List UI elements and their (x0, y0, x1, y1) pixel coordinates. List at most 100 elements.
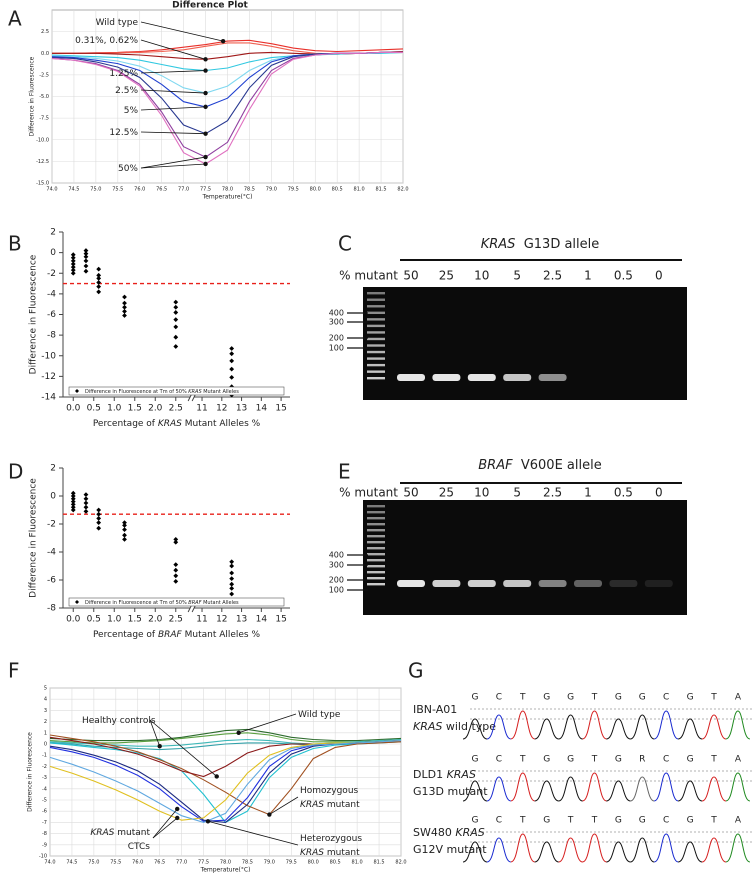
data-point (96, 516, 102, 521)
text-run: IBN-A01 (413, 703, 457, 716)
data-point (70, 267, 76, 273)
text-run: 12.5% (109, 128, 138, 138)
trace-peak (582, 772, 607, 802)
annotation-point (236, 730, 241, 735)
x-tick-label: 79.0 (264, 860, 275, 866)
panel-label: G (408, 659, 424, 683)
annotation-arrow (207, 820, 299, 846)
lane-label: 0.5 (614, 269, 633, 283)
text-run: KRAS (300, 848, 324, 858)
x-tick-label: 74.5 (66, 860, 77, 866)
row-label: % mutant (339, 269, 398, 283)
y-axis-title: Difference in Fluorescence (29, 478, 39, 598)
x-tick-label: 79.5 (288, 187, 299, 193)
text-run: KRAS (455, 826, 484, 839)
data-point (122, 520, 127, 525)
y-tick-label: 3 (44, 708, 47, 714)
trace-peak (558, 714, 583, 740)
data-point (173, 344, 179, 349)
data-point (122, 300, 127, 306)
data-point (83, 492, 89, 497)
trace-peak (534, 718, 559, 740)
trace-peak (462, 718, 488, 740)
ladder-band (367, 292, 385, 295)
data-point (96, 520, 102, 525)
base-call: T (591, 755, 598, 765)
lane-label: 2.5 (543, 486, 562, 500)
x-tick-label: 76.0 (132, 860, 143, 866)
base-call: C (496, 693, 502, 703)
text-run: KRAS (300, 800, 324, 810)
base-call: G (472, 755, 479, 765)
ladder-band (367, 377, 385, 380)
base-call: G (639, 693, 646, 703)
data-line (49, 740, 402, 821)
text-run: 0.31%, 0.62% (75, 36, 138, 46)
data-point (122, 527, 127, 532)
gel-band (397, 580, 425, 587)
lane-label: 1 (584, 486, 592, 500)
ladder-band (367, 324, 385, 328)
y-tick-label: -6 (47, 576, 56, 586)
ladder-band (367, 529, 385, 532)
y-axis-title: Difference in Fluorescence (27, 732, 34, 812)
y-tick-label: -9 (42, 842, 47, 848)
legend-label: Difference in Fluorescence at Tm of 50% … (85, 600, 239, 606)
text-run: Wild type (298, 710, 341, 720)
x-tick-label: 82.0 (395, 860, 406, 866)
ladder-band (367, 547, 385, 550)
base-call: T (567, 816, 574, 826)
annotation-text: 5% (124, 106, 139, 116)
x-tick-label: 11 (196, 615, 207, 625)
base-call: G (472, 816, 479, 826)
y-tick-label: -10 (39, 854, 47, 860)
text-run: KRAS (158, 419, 182, 429)
text-run: G13D allele (515, 237, 599, 252)
data-point (70, 264, 76, 270)
trace-peak (582, 710, 607, 740)
data-point (173, 299, 179, 305)
sample-label: G13D mutant (413, 785, 488, 798)
lane-label: 50 (403, 269, 418, 283)
text-run: SW480 (413, 826, 455, 839)
x-tick-label: 15 (275, 404, 286, 414)
annotation-arrow (140, 106, 206, 111)
row-label: % mutant (339, 486, 398, 500)
ladder-band (367, 559, 385, 562)
x-tick-label: 12 (216, 615, 227, 625)
annotation-text: KRAS mutant (90, 828, 150, 838)
data-point (83, 504, 89, 510)
x-tick-label: 1.0 (107, 615, 122, 625)
x-tick-label: 82.0 (397, 187, 408, 193)
ladder-band (367, 370, 385, 373)
data-point (96, 507, 102, 513)
sample-label: SW480 KRAS (413, 826, 485, 839)
text-run: DLD1 (413, 768, 447, 781)
annotation-point (157, 744, 162, 749)
trace-peak (462, 780, 488, 802)
data-point (83, 251, 89, 257)
trace-peak (582, 833, 607, 863)
x-tick-label: 0.5 (87, 615, 101, 625)
legend-marker (75, 389, 79, 393)
data-line (49, 734, 402, 816)
annotation-point (203, 104, 208, 110)
y-tick-label: -4 (47, 289, 56, 299)
text-run: Mutant Alleles % (182, 419, 261, 429)
y-tick-label: -8 (47, 604, 56, 614)
ladder-label: 400 (329, 551, 344, 560)
text-run: mutant (324, 800, 360, 810)
annotation-point (175, 815, 180, 821)
y-tick-label: -6 (42, 809, 47, 815)
x-tick-label: 78.0 (220, 860, 231, 866)
ladder-band (367, 583, 385, 586)
x-tick-label: 14 (256, 404, 268, 414)
data-point (229, 358, 235, 364)
annotation-arrow (140, 21, 224, 42)
x-tick-label: 1.5 (128, 404, 142, 414)
base-call: T (519, 816, 526, 826)
annotation-text: 1.25% (109, 69, 138, 79)
trace-peak (486, 776, 512, 802)
ladder-band (367, 535, 385, 538)
text-run: G12V mutant (413, 843, 487, 856)
